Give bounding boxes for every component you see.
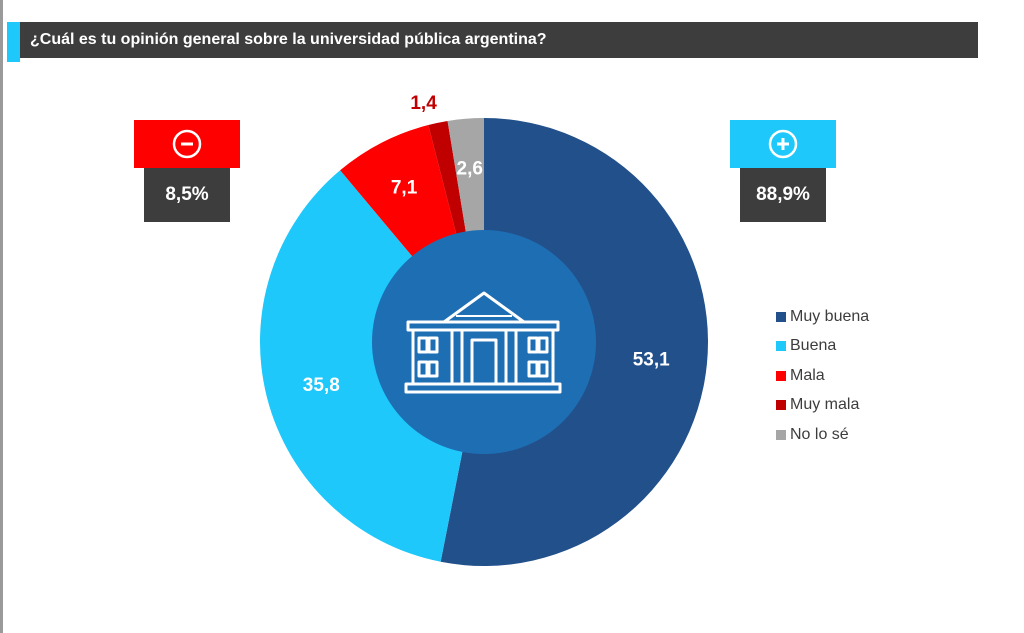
positive-badge: [730, 120, 836, 168]
negative-badge: [134, 120, 240, 168]
data-label: 35,8: [303, 375, 340, 396]
slice-mala: [340, 125, 457, 258]
legend-item: Buena: [776, 332, 869, 362]
data-label: 1,4: [410, 93, 437, 114]
legend-item: Muy buena: [776, 302, 869, 332]
legend-item: Mala: [776, 361, 869, 391]
legend-item: Muy mala: [776, 391, 869, 421]
legend-label: Muy mala: [790, 396, 860, 414]
slice-muy-mala: [428, 120, 467, 236]
legend-swatch: [776, 311, 786, 322]
legend-label: Buena: [790, 337, 837, 355]
legend-label: No lo sé: [790, 425, 849, 443]
title-accent: [7, 22, 20, 62]
data-label: 7,1: [391, 177, 418, 198]
slice-muy-buena: [440, 118, 708, 566]
slice-buena: [259, 170, 463, 562]
data-label: 53,1: [633, 349, 670, 370]
legend-label: Mala: [790, 366, 825, 384]
legend: Muy buena Buena Mala Muy mala No lo sé: [776, 302, 869, 450]
university-building-icon: [404, 291, 562, 394]
plus-circle-icon: [768, 129, 798, 159]
legend-label: Muy buena: [790, 307, 870, 325]
data-label: 2,6: [457, 159, 483, 180]
donut-center: [372, 230, 596, 454]
positive-total: 88,9%: [740, 168, 826, 222]
legend-item: No lo sé: [776, 420, 869, 450]
chart-title: ¿Cuál es tu opinión general sobre la uni…: [20, 22, 978, 58]
legend-swatch: [776, 341, 786, 352]
negative-total: 8,5%: [144, 168, 230, 222]
slice-no-lo-se: [447, 118, 484, 234]
legend-swatch: [776, 429, 786, 440]
legend-swatch: [776, 370, 786, 381]
left-rule: [0, 0, 3, 633]
legend-swatch: [776, 400, 786, 411]
minus-circle-icon: [172, 129, 202, 159]
